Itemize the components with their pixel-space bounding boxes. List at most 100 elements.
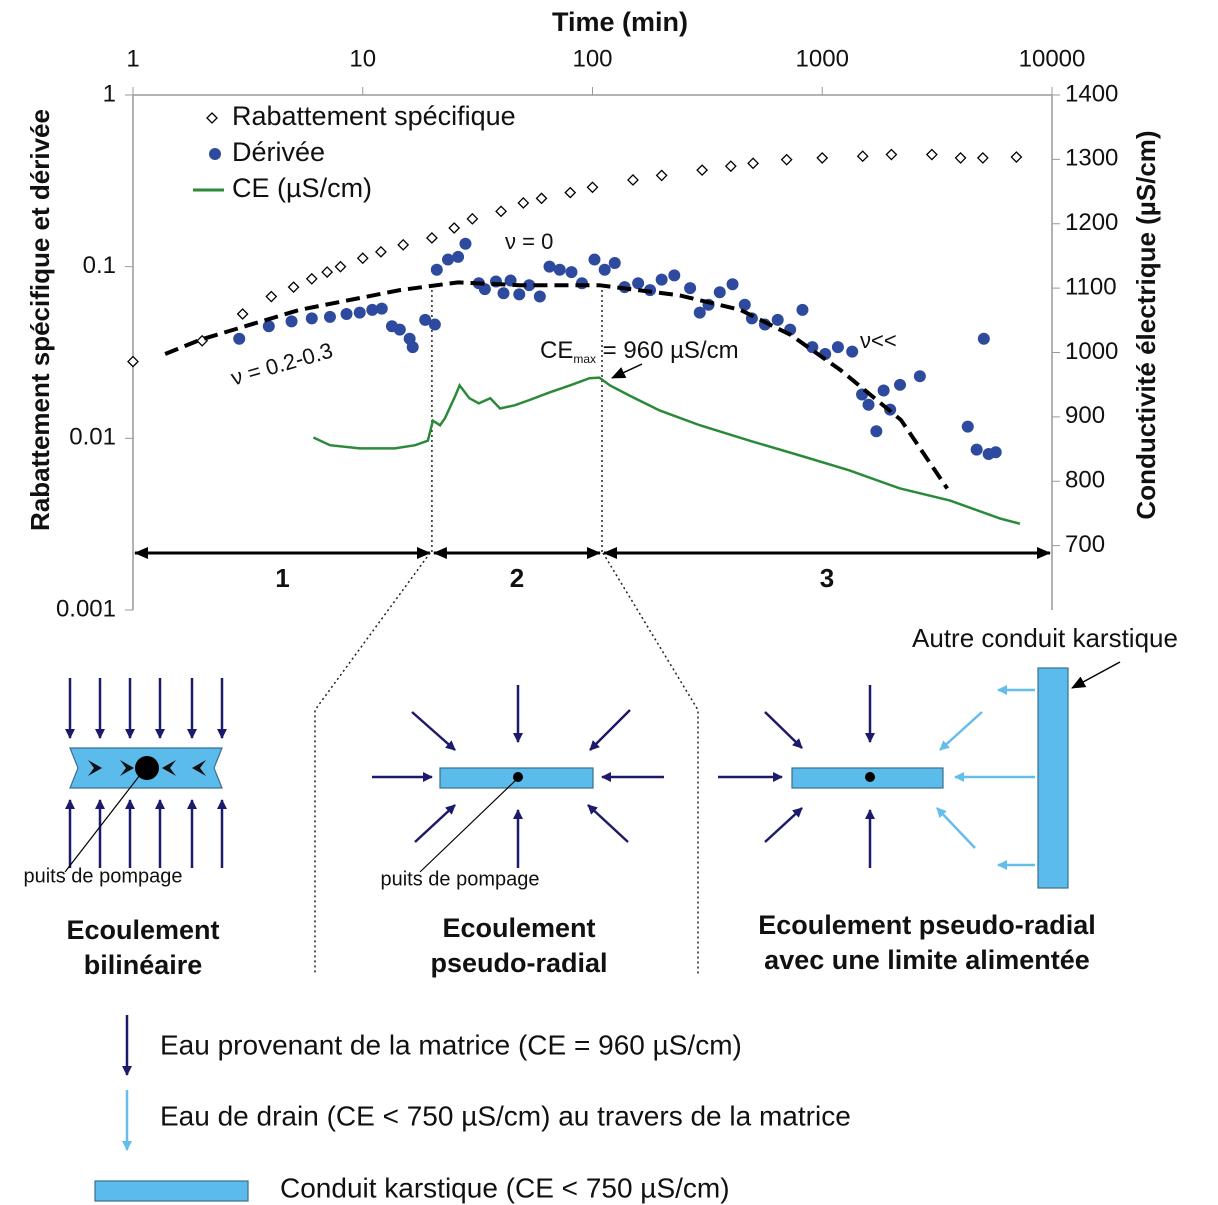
drawdown-point xyxy=(724,160,737,173)
y-tick-label: 1 xyxy=(103,80,116,107)
drawdown-point xyxy=(655,169,668,182)
derivative-point xyxy=(977,332,990,345)
derivative-point xyxy=(693,306,706,319)
y-tick-label: 0.1 xyxy=(83,252,116,279)
annotation: ν = 0 xyxy=(505,229,553,254)
annotation-part: max xyxy=(573,352,596,366)
legend-text: Conduit karstique (CE < 750 µS/cm) xyxy=(280,1172,730,1203)
derivative-point xyxy=(565,266,578,279)
well-label: puits de pompage xyxy=(380,868,539,890)
drawdown-point xyxy=(287,281,300,294)
drawdown-point xyxy=(334,260,347,273)
separator xyxy=(602,552,699,975)
derivative-point xyxy=(430,263,443,276)
drawdown-point xyxy=(448,222,461,234)
drawdown-point xyxy=(517,197,530,209)
derivative-point xyxy=(543,260,556,273)
annotation: ν<< xyxy=(860,328,897,353)
well-label: puits de pompage xyxy=(23,865,182,887)
drawdown-point xyxy=(954,152,967,164)
panel-title: bilinéaire xyxy=(84,950,203,980)
annotation-arrow xyxy=(611,363,643,379)
drawdown-point xyxy=(356,252,369,265)
legend-marker xyxy=(206,112,218,124)
phase-label: 2 xyxy=(510,563,524,593)
derivative-point xyxy=(862,398,875,411)
panel-title: pseudo-radial xyxy=(430,948,607,978)
drawdown-point xyxy=(976,152,989,164)
legend-label: Rabattement spécifique xyxy=(232,101,516,131)
derivative-point xyxy=(459,237,472,250)
drawdown-point xyxy=(1010,151,1023,163)
x-tick-label: 1000 xyxy=(796,45,849,72)
drawdown-point xyxy=(265,290,278,303)
derivative-point xyxy=(713,286,726,299)
drawdown-point xyxy=(236,308,249,320)
separator xyxy=(314,552,431,975)
legend-marker xyxy=(209,148,221,160)
y-tick-label: 0.01 xyxy=(69,424,116,451)
derivative-point xyxy=(961,420,974,433)
panel-title: Ecoulement xyxy=(442,913,595,943)
x-tick-label: 1 xyxy=(126,45,139,72)
derivative-point xyxy=(323,310,336,323)
drawdown-point xyxy=(780,153,793,166)
panel-title: avec une limite alimentée xyxy=(764,945,1090,975)
derivative-point xyxy=(375,302,388,315)
derivative-point xyxy=(668,269,681,282)
derivative-point xyxy=(262,320,275,333)
derivative-point xyxy=(419,313,432,326)
drawdown-point xyxy=(321,266,334,278)
annotation-part: = 960 µS/cm xyxy=(596,337,739,364)
phase-label: 1 xyxy=(275,563,289,593)
derivative-point xyxy=(632,277,645,290)
derivative-point xyxy=(533,290,546,303)
legend-text: Eau de drain (CE < 750 µS/cm) au travers… xyxy=(160,1100,851,1131)
x-axis-title: Time (min) xyxy=(552,7,688,37)
derivative-point xyxy=(870,425,883,438)
drawdown-point xyxy=(885,148,898,161)
x-tick-label: 10 xyxy=(349,45,376,72)
y-tick-label: 0.001 xyxy=(56,595,116,622)
derivative-point xyxy=(846,345,859,358)
derivative-point xyxy=(796,303,809,316)
drawdown-point xyxy=(535,192,548,205)
derivative-point xyxy=(771,313,784,326)
drawdown-point xyxy=(856,150,869,163)
panel-title: Ecoulement pseudo-radial xyxy=(758,910,1096,940)
derivative-point xyxy=(513,288,526,301)
drawdown-point xyxy=(627,174,639,186)
y-axis-title: Rabattement spécifique et dérivée xyxy=(25,109,55,531)
legend-label: CE (µS/cm) xyxy=(232,173,372,203)
drawdown-point xyxy=(696,164,709,177)
derivative-point xyxy=(285,315,298,328)
annotation-part: CE xyxy=(540,337,573,364)
panel-boundary: Autre conduit karstique Ecoulement pseud… xyxy=(718,623,1178,975)
chart: 1 10 100 1000 10000 1 0.1 0.01 0.001 1400 1300 1200… xyxy=(56,45,1118,622)
derivative-point xyxy=(684,282,697,295)
y2-axis-title: Conductivité électrique (µS/cm) xyxy=(1131,130,1161,519)
derivative-point xyxy=(353,306,366,319)
drawdown-point xyxy=(466,212,479,225)
derivative-point xyxy=(726,278,739,291)
y2-tick-label: 800 xyxy=(1065,467,1105,494)
x-tick-label: 100 xyxy=(572,45,612,72)
panel-bilinear: puits de pompage Ecoulement bilinéaire xyxy=(23,678,227,980)
derivative-point xyxy=(428,318,441,331)
derivative-point xyxy=(523,279,536,292)
panel-pseudo-radial: puits de pompage Ecoulement pseudo-radia… xyxy=(372,685,664,978)
annotation: ν = 0.2-0.3 xyxy=(228,338,335,391)
bottom-legend: Eau provenant de la matrice (CE = 960 µS… xyxy=(94,1015,851,1203)
annotation: CEmax = 960 µS/cm xyxy=(540,337,739,366)
derivative-point xyxy=(553,263,566,276)
legend-label: Dérivée xyxy=(232,137,325,167)
derivative-point xyxy=(894,378,907,391)
derivative-point xyxy=(831,341,844,354)
drawdown-point xyxy=(816,152,829,164)
derivative-point xyxy=(877,384,890,397)
derivative-point xyxy=(655,273,668,286)
drawdown-point xyxy=(127,355,139,368)
drawdown-point xyxy=(305,272,318,285)
drawdown-point xyxy=(564,186,577,199)
